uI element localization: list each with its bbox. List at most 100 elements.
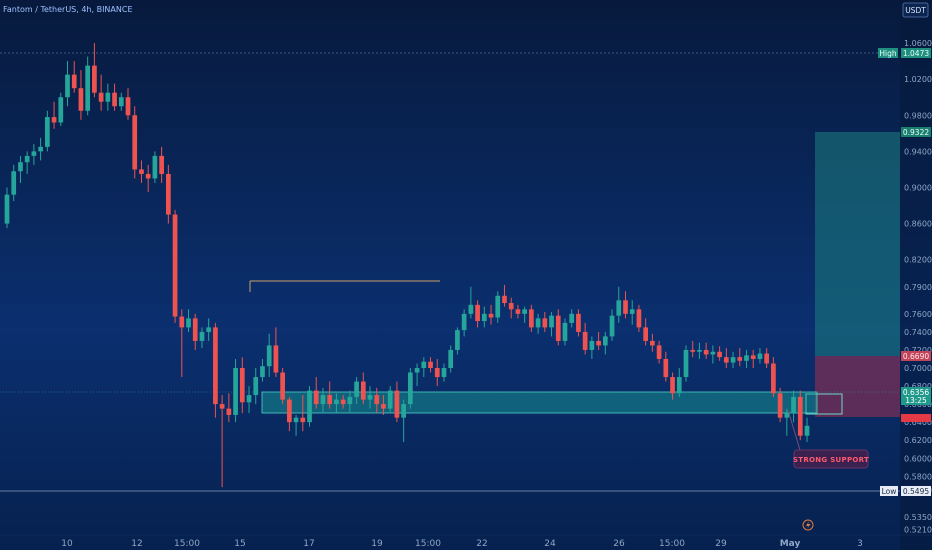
time-tick-label: 24 bbox=[544, 539, 556, 549]
candle-body bbox=[152, 155, 158, 179]
entry-box bbox=[805, 393, 843, 415]
price-tick-label: 1.0600 bbox=[904, 39, 932, 48]
candle-body bbox=[771, 363, 776, 394]
time-tick-label: 22 bbox=[476, 539, 487, 549]
candle-body bbox=[165, 173, 171, 215]
candle-body bbox=[730, 357, 736, 363]
price-axis-panel bbox=[900, 0, 932, 550]
candle-body bbox=[609, 315, 615, 337]
candle-body bbox=[293, 417, 299, 423]
candle-body bbox=[495, 295, 501, 318]
candle-body bbox=[65, 74, 70, 98]
price-tick-label: 0.5800 bbox=[904, 472, 932, 481]
time-tick-label: 12 bbox=[131, 539, 142, 549]
candle-body bbox=[307, 390, 312, 423]
candle-body bbox=[347, 396, 353, 405]
candle-body bbox=[542, 318, 548, 328]
candle-body bbox=[31, 151, 37, 156]
candle-body bbox=[118, 97, 124, 107]
candle-body bbox=[791, 396, 796, 414]
price-tick-label: 0.8600 bbox=[904, 220, 932, 229]
time-tick-label: 15:00 bbox=[415, 539, 441, 549]
low-value-box bbox=[901, 486, 931, 496]
target-value-box bbox=[901, 127, 931, 137]
candle-body bbox=[132, 115, 138, 170]
time-tick-label: 3 bbox=[857, 539, 863, 549]
time-tick-label: 17 bbox=[303, 539, 314, 549]
price-tick-label: 0.5350 bbox=[904, 513, 932, 522]
candle-body bbox=[233, 368, 238, 415]
candle-body bbox=[199, 331, 205, 341]
candle-body bbox=[656, 345, 662, 359]
candle-body bbox=[219, 404, 225, 409]
price-tick-label: 0.5210 bbox=[904, 526, 932, 535]
candle-body bbox=[757, 353, 763, 359]
support-zone bbox=[261, 391, 818, 414]
candle-body bbox=[784, 413, 790, 418]
candle-body bbox=[112, 92, 117, 107]
candle-body bbox=[623, 300, 628, 314]
price-tick-label: 0.7400 bbox=[904, 328, 932, 337]
candle-body bbox=[320, 395, 326, 405]
candle-body bbox=[394, 390, 400, 418]
candle-body bbox=[354, 381, 359, 397]
support-pointer-line bbox=[787, 409, 801, 451]
candle-body bbox=[750, 355, 756, 359]
candle-body bbox=[797, 396, 803, 436]
candle-body bbox=[488, 313, 494, 318]
candle-body bbox=[515, 309, 521, 314]
high-label-box bbox=[878, 48, 898, 58]
currency-button[interactable] bbox=[902, 2, 929, 18]
candle-body bbox=[676, 377, 682, 394]
candle-body bbox=[38, 146, 43, 152]
candle-body bbox=[213, 327, 218, 405]
candle-body bbox=[670, 377, 675, 394]
price-tick-label: 1.0200 bbox=[904, 75, 932, 84]
price-tick-label: 0.7900 bbox=[904, 283, 932, 292]
time-tick-label: 29 bbox=[715, 539, 727, 549]
time-tick-label: 19 bbox=[371, 539, 383, 549]
lightning-icon[interactable] bbox=[802, 519, 814, 531]
time-tick-label: 15:00 bbox=[659, 539, 685, 549]
candle-body bbox=[360, 381, 366, 400]
price-tick-label: 0.9000 bbox=[904, 183, 932, 192]
candle-body bbox=[179, 316, 185, 328]
candle-body bbox=[744, 355, 749, 361]
candle-body bbox=[455, 330, 460, 350]
candle-body bbox=[78, 88, 84, 111]
price-tick-label: 0.6200 bbox=[904, 436, 932, 445]
current-price-box bbox=[901, 387, 931, 405]
time-axis-ticks: 10 12 15:00 15 17 19 15:00 22 24 26 15:00 29 May 3 bbox=[61, 539, 863, 549]
candle-body bbox=[663, 358, 669, 378]
price-tick-label: 0.9800 bbox=[904, 111, 932, 120]
candle-body bbox=[428, 361, 433, 369]
candle-body bbox=[468, 304, 474, 314]
support-label-box bbox=[793, 449, 869, 469]
candle-body bbox=[650, 340, 655, 346]
candle-body bbox=[636, 309, 642, 328]
candle-body bbox=[414, 368, 420, 373]
candle-body bbox=[448, 349, 454, 369]
candle-body bbox=[280, 372, 285, 400]
candle-body bbox=[260, 366, 265, 378]
candle-body bbox=[434, 368, 440, 378]
chart-title: Fantom / TetherUS, 4h, BINANCE bbox=[3, 5, 133, 14]
candle-body bbox=[777, 393, 783, 418]
target-value: 0.9322 bbox=[903, 128, 929, 137]
candle-body bbox=[576, 313, 581, 332]
candle-body bbox=[105, 92, 111, 102]
candle-body bbox=[172, 214, 178, 317]
candle-body bbox=[51, 117, 57, 123]
candle-body bbox=[562, 322, 568, 341]
candle-body bbox=[522, 309, 527, 314]
price-tick-label: 0.8200 bbox=[904, 256, 932, 265]
low-label: Low bbox=[882, 487, 897, 496]
candle-body bbox=[11, 171, 17, 195]
high-value: 1.0473 bbox=[903, 49, 929, 58]
candle-body bbox=[387, 390, 393, 409]
candle-body bbox=[401, 404, 406, 418]
stop-value-box bbox=[901, 351, 931, 361]
candle-body bbox=[139, 169, 144, 174]
candle-body bbox=[253, 377, 259, 396]
